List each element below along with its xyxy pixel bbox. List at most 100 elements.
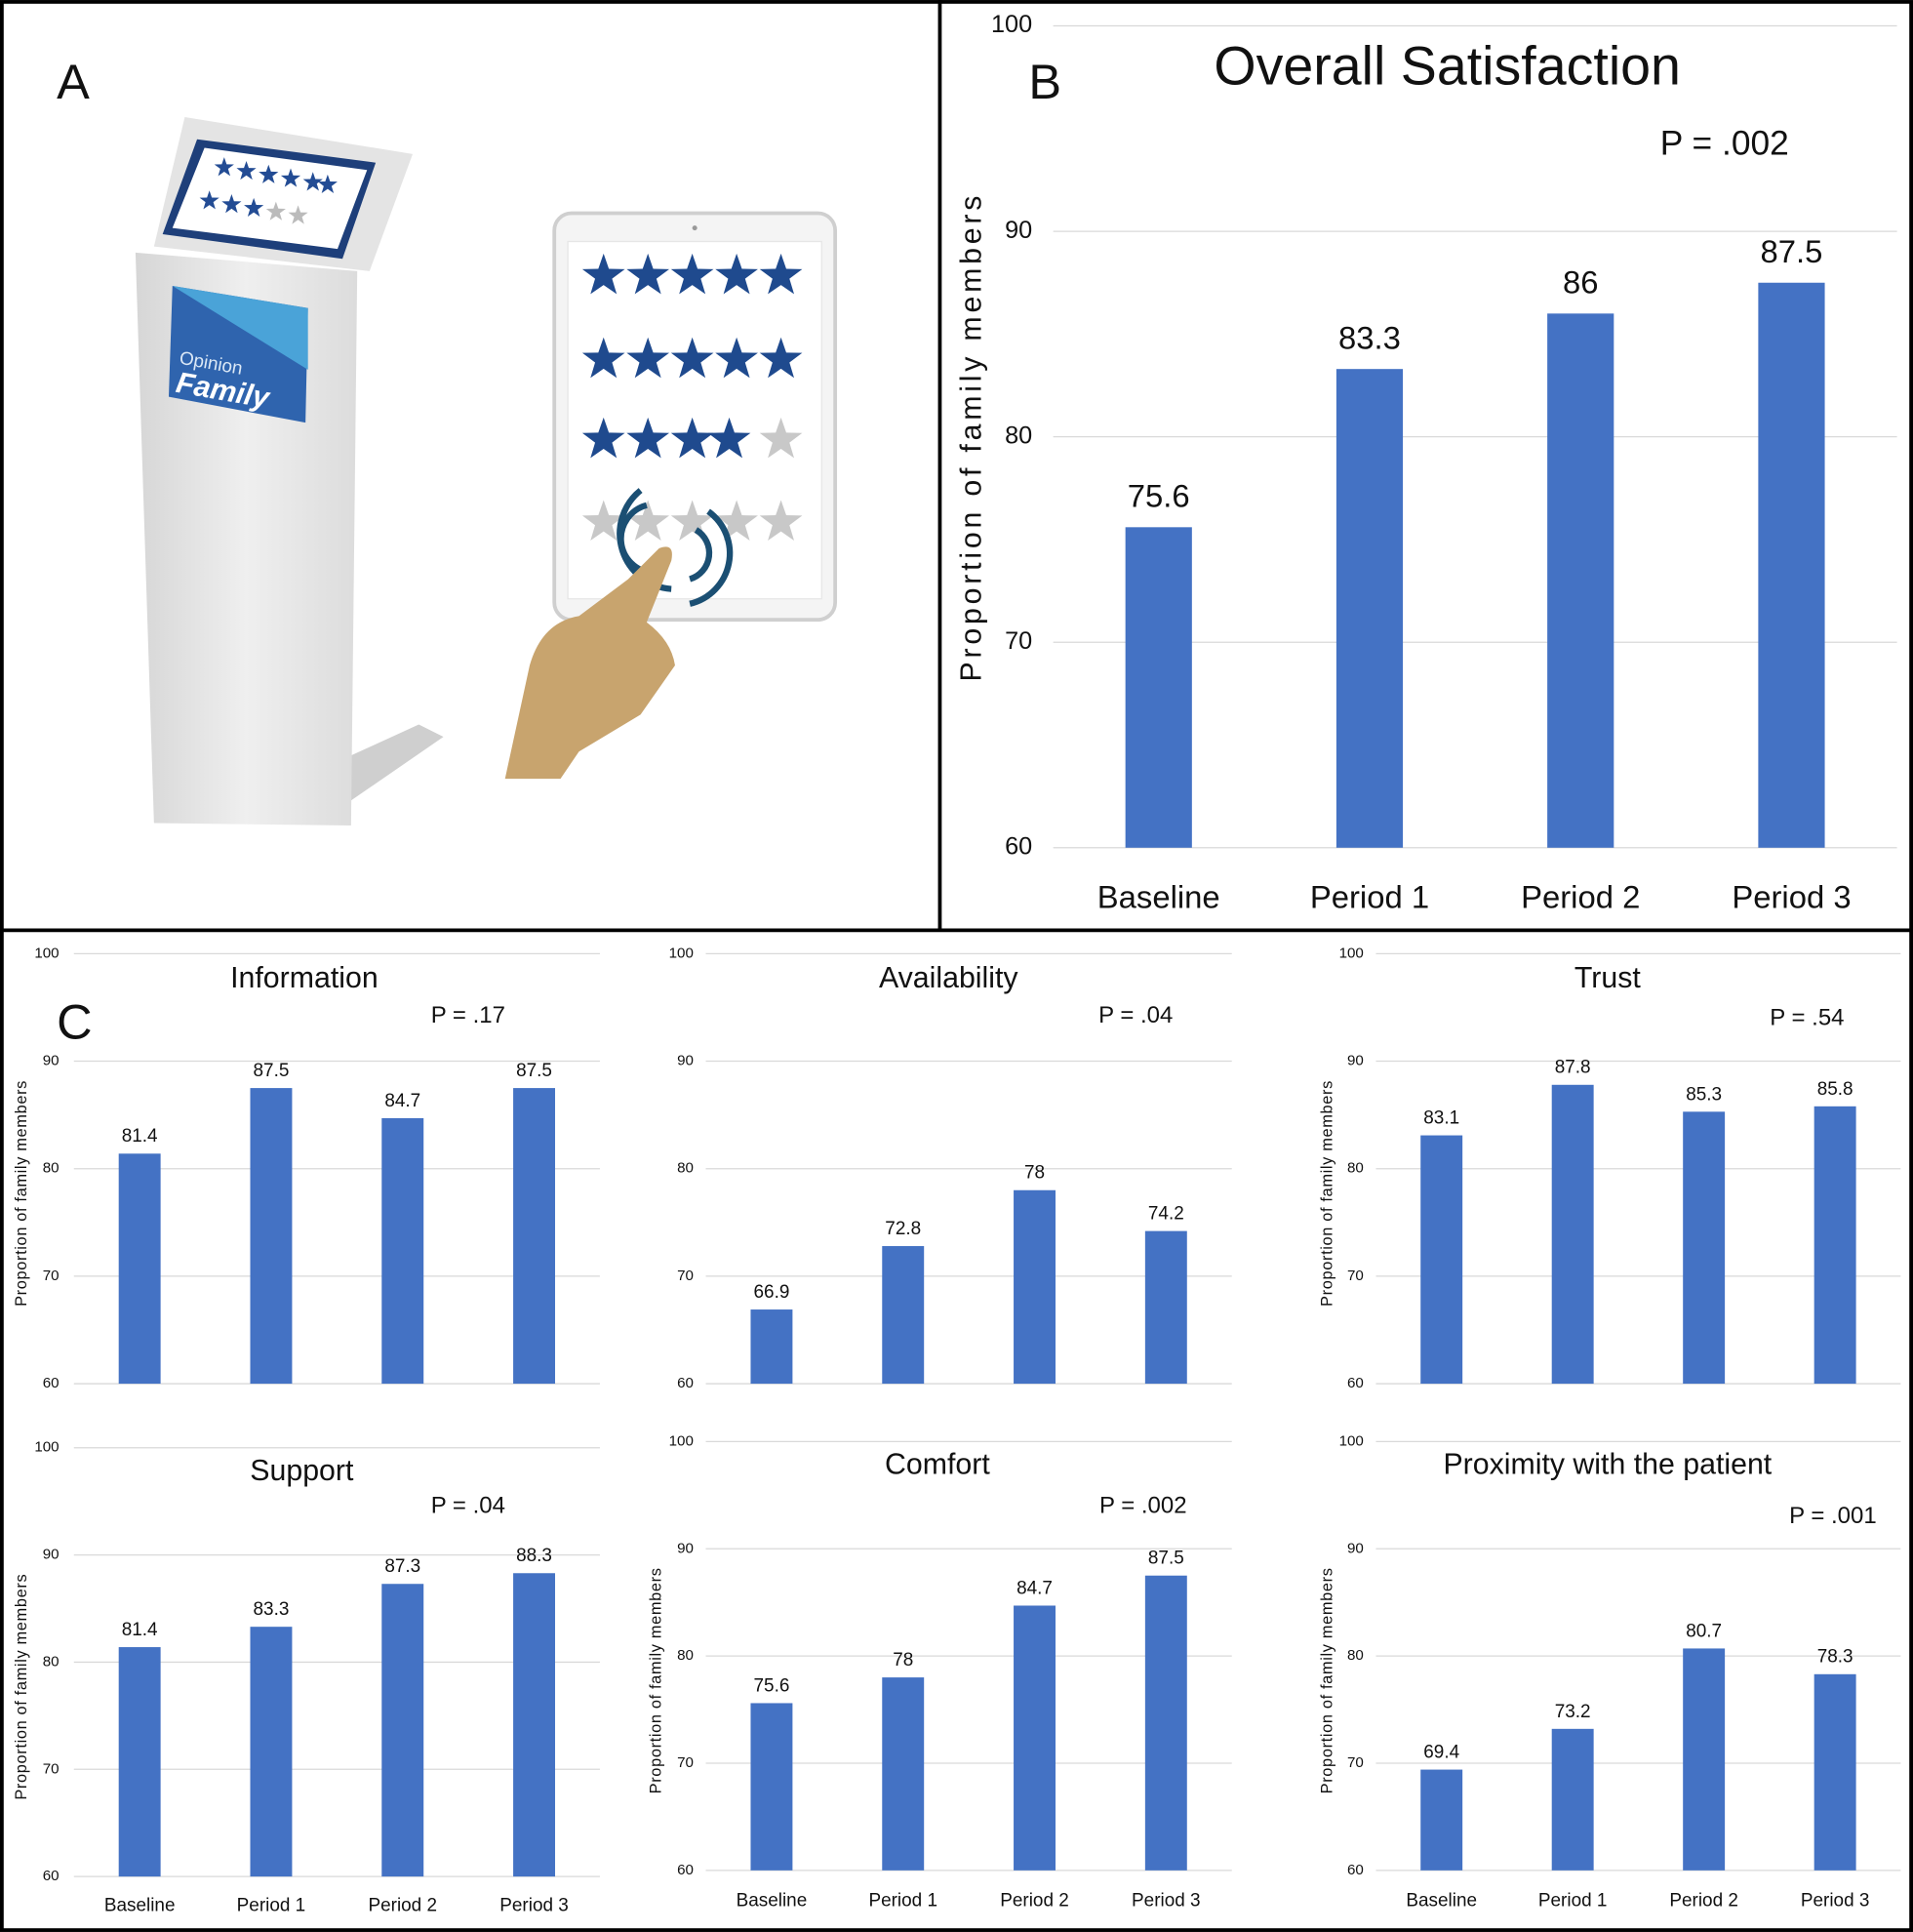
p-value: P = .002 xyxy=(1660,124,1789,162)
value-label: 78.3 xyxy=(1817,1647,1853,1668)
value-label: 75.6 xyxy=(1128,477,1190,513)
chart-title: Information xyxy=(230,962,379,994)
value-label: 83.3 xyxy=(1338,319,1401,355)
bar xyxy=(882,1246,925,1385)
value-label: 75.6 xyxy=(754,1675,790,1696)
x-tick-label: Period 3 xyxy=(1132,1890,1201,1911)
y-tick-label: 100 xyxy=(991,11,1032,38)
y-tick-label: 70 xyxy=(43,1760,60,1777)
y-tick-label: 100 xyxy=(34,945,59,961)
y-axis-label: Proportion of family members xyxy=(647,1567,664,1793)
y-axis-label: Proportion of family members xyxy=(956,192,988,682)
chart-title: Overall Satisfaction xyxy=(1214,36,1681,97)
bar xyxy=(1014,1189,1056,1385)
y-tick-label: 100 xyxy=(1339,945,1364,961)
p-value: P = .002 xyxy=(1099,1493,1187,1519)
x-tick-label: Period 2 xyxy=(368,1895,437,1915)
chart-title: Availability xyxy=(879,962,1018,994)
y-tick-label: 70 xyxy=(1347,1754,1364,1771)
x-tick-label: Period 2 xyxy=(1669,1890,1738,1911)
value-label: 88.3 xyxy=(516,1546,552,1566)
bar xyxy=(750,1309,793,1385)
y-tick-label: 60 xyxy=(677,1375,694,1391)
x-tick-label: Period 3 xyxy=(1732,878,1851,914)
y-tick-label: 60 xyxy=(43,1868,60,1884)
x-tick-label: Period 3 xyxy=(1801,1890,1870,1911)
bar xyxy=(1144,1575,1187,1871)
y-tick-label: 90 xyxy=(677,1540,694,1556)
bar xyxy=(1683,1648,1726,1871)
bar xyxy=(1683,1111,1726,1385)
y-tick-label: 80 xyxy=(677,1647,694,1664)
y-tick-label: 60 xyxy=(43,1375,60,1391)
p-value: P = .54 xyxy=(1770,1005,1844,1031)
y-tick-label: 70 xyxy=(1347,1268,1364,1284)
y-tick-label: 90 xyxy=(1005,217,1032,244)
value-label: 85.8 xyxy=(1817,1079,1853,1100)
value-label: 87.3 xyxy=(384,1556,420,1577)
y-axis-label: Proportion of family members xyxy=(13,1080,30,1307)
bar xyxy=(513,1573,556,1877)
x-tick-label: Baseline xyxy=(1097,878,1220,914)
y-tick-label: 70 xyxy=(677,1754,694,1771)
chart-title: Comfort xyxy=(885,1449,990,1481)
bar xyxy=(1758,282,1825,848)
y-tick-label: 100 xyxy=(669,945,694,961)
x-tick-label: Baseline xyxy=(104,1895,176,1915)
value-label: 87.5 xyxy=(1148,1549,1184,1569)
bar xyxy=(250,1627,293,1877)
value-label: 87.8 xyxy=(1555,1058,1591,1078)
kiosk-illustration: Opinion Family xyxy=(135,116,444,826)
bar xyxy=(1420,1135,1463,1385)
y-tick-label: 90 xyxy=(43,1053,60,1069)
y-axis-label: Proportion of family members xyxy=(1319,1080,1336,1307)
bar xyxy=(1335,369,1404,848)
y-tick-label: 80 xyxy=(677,1160,694,1177)
bar xyxy=(1551,1084,1594,1385)
value-label: 73.2 xyxy=(1555,1702,1591,1722)
bar xyxy=(1813,1673,1856,1871)
value-label: 78 xyxy=(1024,1163,1045,1184)
y-tick-label: 80 xyxy=(43,1160,60,1177)
y-tick-label: 90 xyxy=(43,1547,60,1563)
value-label: 87.5 xyxy=(516,1061,552,1081)
x-tick-label: Period 1 xyxy=(868,1890,937,1911)
bar xyxy=(381,1584,424,1877)
y-tick-label: 70 xyxy=(1005,627,1032,655)
value-label: 66.9 xyxy=(754,1282,790,1303)
value-label: 83.3 xyxy=(254,1599,290,1620)
y-tick-label: 60 xyxy=(1347,1375,1364,1391)
bar xyxy=(1547,313,1614,848)
x-tick-label: Period 2 xyxy=(1521,878,1640,914)
p-value: P = .04 xyxy=(1098,1002,1173,1028)
y-tick-label: 60 xyxy=(1005,832,1032,860)
bar xyxy=(381,1117,424,1385)
tablet-illustration xyxy=(504,211,838,780)
bar xyxy=(250,1088,293,1385)
value-label: 74.2 xyxy=(1148,1204,1184,1225)
y-tick-label: 90 xyxy=(1347,1053,1364,1069)
value-label: 72.8 xyxy=(885,1219,921,1239)
chart-title: Proximity with the patient xyxy=(1443,1449,1772,1481)
chart-title: Trust xyxy=(1574,962,1641,994)
bar xyxy=(513,1088,556,1385)
bar xyxy=(118,1153,161,1385)
bar xyxy=(1420,1769,1463,1871)
x-tick-label: Period 2 xyxy=(1000,1890,1069,1911)
bar xyxy=(882,1677,925,1871)
value-label: 69.4 xyxy=(1423,1743,1459,1763)
panel-label: B xyxy=(1028,54,1061,109)
value-label: 87.5 xyxy=(254,1061,290,1081)
y-tick-label: 90 xyxy=(1347,1540,1364,1556)
bar xyxy=(1014,1605,1056,1871)
value-label: 81.4 xyxy=(122,1126,158,1147)
value-label: 84.7 xyxy=(1016,1578,1053,1598)
y-tick-label: 70 xyxy=(677,1268,694,1284)
panel-label: C xyxy=(57,994,92,1050)
y-tick-label: 80 xyxy=(1347,1160,1364,1177)
bar xyxy=(1813,1106,1856,1385)
value-label: 80.7 xyxy=(1686,1621,1722,1641)
y-tick-label: 70 xyxy=(43,1268,60,1284)
y-tick-label: 80 xyxy=(43,1653,60,1670)
